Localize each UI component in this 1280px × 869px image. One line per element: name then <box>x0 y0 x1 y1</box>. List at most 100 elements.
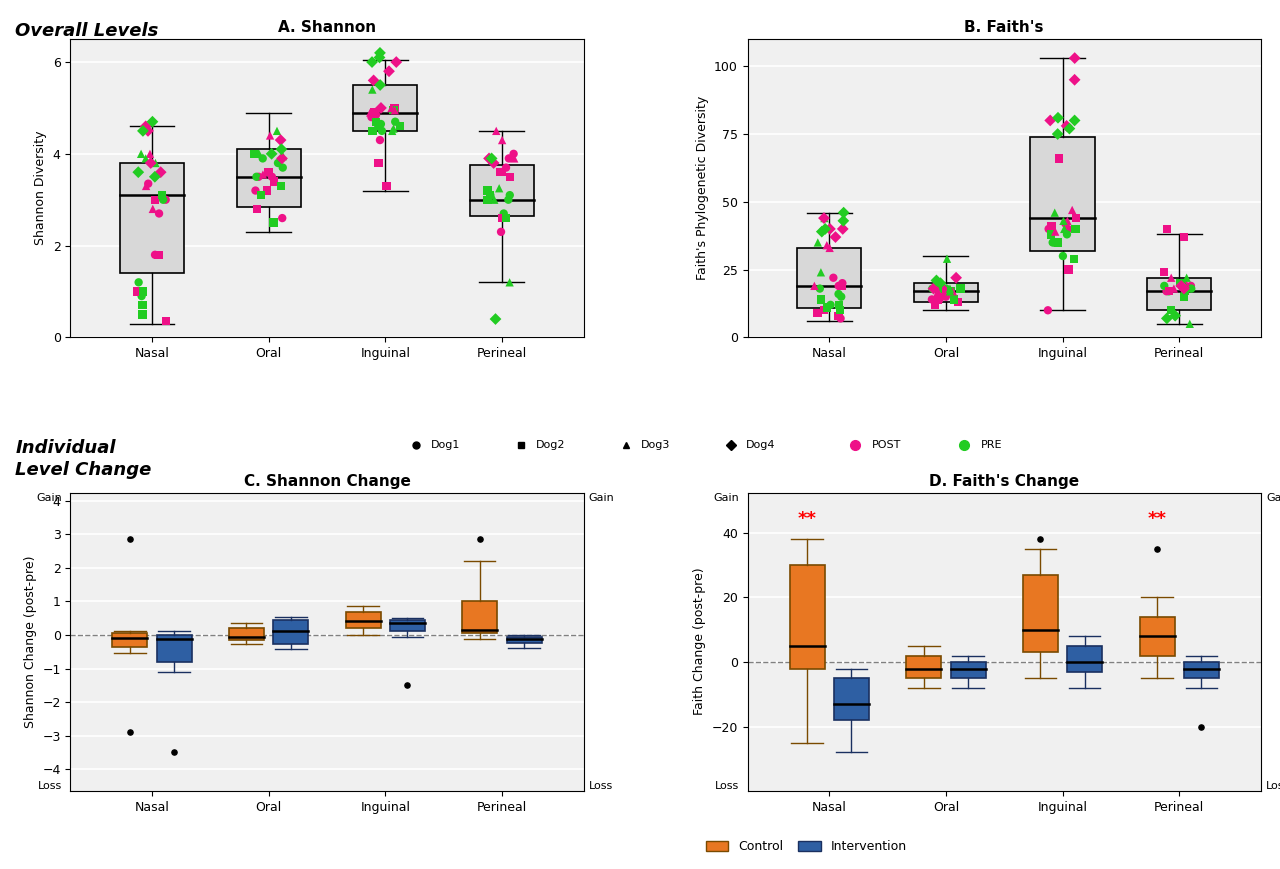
Point <box>490 225 511 239</box>
Point <box>832 276 852 290</box>
Point <box>131 147 151 161</box>
Point <box>815 222 836 235</box>
Point <box>140 147 160 161</box>
Point <box>369 119 389 133</box>
Point <box>499 151 520 165</box>
Bar <box>390 620 425 631</box>
Title: C. Shannon Change: C. Shannon Change <box>243 474 411 488</box>
Point <box>1053 214 1074 228</box>
Point <box>940 284 960 298</box>
Point <box>484 193 504 207</box>
Y-axis label: Faith's Phylogenetic Diversity: Faith's Phylogenetic Diversity <box>695 96 709 281</box>
Point <box>808 235 828 249</box>
Point <box>370 133 390 147</box>
Point <box>1158 284 1179 298</box>
Point <box>1147 542 1167 556</box>
Point <box>383 122 403 136</box>
Point <box>1176 271 1197 285</box>
Point <box>261 169 282 183</box>
Point <box>923 282 943 295</box>
Point <box>1039 114 1060 128</box>
Point <box>922 282 942 295</box>
Point <box>384 103 404 117</box>
Bar <box>113 634 147 647</box>
Point <box>1048 151 1069 165</box>
Point <box>381 124 402 138</box>
Point <box>936 289 956 303</box>
Point <box>271 143 292 156</box>
Point <box>1053 222 1074 235</box>
Point <box>246 183 266 197</box>
Point <box>831 311 851 325</box>
Point <box>495 161 516 175</box>
Point <box>1065 73 1085 87</box>
Text: PRE: PRE <box>980 440 1002 450</box>
Point <box>260 129 280 143</box>
Point <box>1179 317 1199 331</box>
Point <box>156 315 177 328</box>
Point <box>151 165 172 179</box>
Point <box>946 271 966 285</box>
Bar <box>274 620 308 645</box>
Point <box>164 746 184 760</box>
Point <box>942 284 963 298</box>
Point <box>929 287 950 301</box>
Point <box>499 189 520 202</box>
Point <box>1161 303 1181 317</box>
Text: Loss: Loss <box>1266 780 1280 791</box>
Point <box>145 156 165 170</box>
Point <box>1175 276 1196 290</box>
Point <box>932 276 952 290</box>
Point <box>141 156 161 170</box>
Point <box>362 124 383 138</box>
Point <box>1057 222 1078 235</box>
Text: Overall Levels: Overall Levels <box>15 22 159 40</box>
Text: Gain: Gain <box>1266 493 1280 502</box>
Point <box>366 115 387 129</box>
Point <box>128 275 148 289</box>
Point <box>1044 235 1065 249</box>
Point <box>498 193 518 207</box>
Bar <box>797 248 861 308</box>
Point <box>397 679 417 693</box>
Point <box>390 119 411 133</box>
Point <box>480 189 500 202</box>
Point <box>941 284 961 298</box>
Text: **: ** <box>797 510 817 528</box>
Point <box>812 225 832 239</box>
Point <box>948 295 969 309</box>
Bar <box>353 85 417 131</box>
Bar <box>1139 617 1175 655</box>
Point <box>1175 284 1196 298</box>
Point <box>247 202 268 216</box>
Point <box>928 293 948 307</box>
Point <box>808 306 828 320</box>
Point <box>145 169 165 183</box>
Point <box>362 105 383 119</box>
Point <box>1174 276 1194 290</box>
Point <box>831 279 851 293</box>
Point <box>273 161 293 175</box>
Point <box>489 182 509 196</box>
Point <box>1044 225 1065 239</box>
Point <box>804 279 824 293</box>
Point <box>362 83 383 96</box>
Point <box>1181 282 1202 295</box>
Point <box>1155 279 1175 293</box>
Point <box>1157 311 1178 325</box>
Point <box>364 74 384 88</box>
Point <box>145 193 165 207</box>
Text: Individual
Level Change: Individual Level Change <box>15 439 152 479</box>
Point <box>1192 720 1212 733</box>
Point <box>1065 211 1085 225</box>
Point <box>925 298 946 312</box>
Point <box>259 165 279 179</box>
Bar <box>229 628 264 640</box>
Point <box>1062 203 1083 217</box>
Point <box>152 189 173 202</box>
Point <box>244 147 265 161</box>
Point <box>1165 308 1185 322</box>
Point <box>1057 214 1078 228</box>
Text: **: ** <box>1147 510 1166 528</box>
Point <box>810 265 831 279</box>
